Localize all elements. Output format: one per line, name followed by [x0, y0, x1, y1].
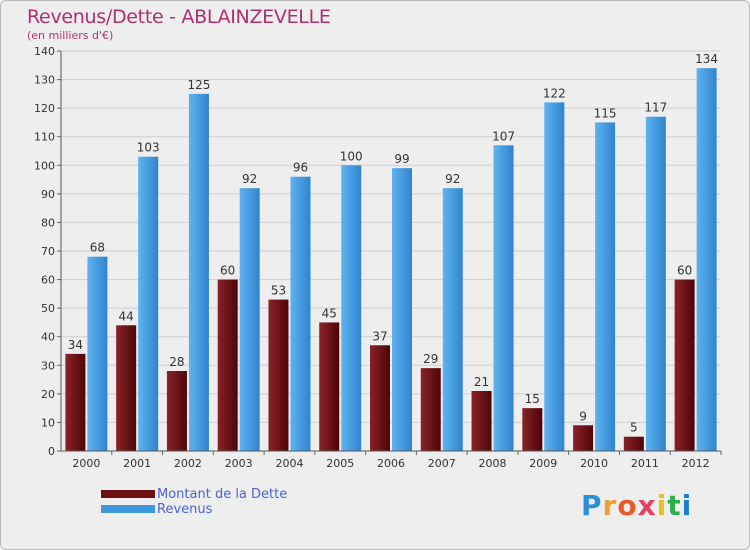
bar-revenus: [138, 156, 159, 451]
data-label: 15: [525, 392, 540, 406]
data-label: 44: [119, 309, 134, 323]
bar-revenus: [392, 168, 412, 451]
x-tick-label: 2011: [631, 457, 659, 470]
x-tick-label: 2001: [123, 457, 151, 470]
bar-revenus: [595, 122, 616, 451]
bar-dette: [573, 425, 594, 451]
bar-revenus: [696, 68, 717, 452]
y-tick-label: 0: [48, 445, 55, 458]
data-label: 45: [322, 306, 337, 320]
logo-letter: i: [681, 489, 693, 522]
bar-dette: [420, 368, 441, 451]
data-label: 34: [68, 338, 83, 352]
x-tick-label: 2007: [428, 457, 456, 470]
data-label: 28: [169, 355, 184, 369]
x-tick-label: 2000: [72, 457, 100, 470]
data-label: 53: [271, 284, 286, 298]
data-label: 122: [543, 86, 566, 100]
bar-revenus: [544, 102, 565, 451]
data-label: 9: [579, 409, 587, 423]
y-tick-label: 90: [41, 188, 55, 201]
x-tick-label: 2002: [174, 457, 202, 470]
data-label: 125: [187, 78, 210, 92]
bar-revenus: [87, 256, 108, 451]
y-tick-label: 140: [34, 45, 55, 58]
y-tick-label: 40: [41, 331, 55, 344]
y-tick-label: 110: [34, 131, 55, 144]
legend-swatch-revenus: [101, 505, 155, 513]
data-label: 107: [492, 129, 515, 143]
data-label: 21: [474, 375, 489, 389]
proxiti-logo: Proxiti: [581, 489, 692, 522]
x-tick-label: 2010: [580, 457, 608, 470]
data-label: 29: [423, 352, 438, 366]
x-tick-label: 2003: [225, 457, 253, 470]
data-label: 60: [677, 264, 692, 278]
legend-item-revenus: Revenus: [101, 501, 213, 517]
x-tick-label: 2008: [479, 457, 507, 470]
legend-label-debt: Montant de la Dette: [157, 486, 288, 502]
bar-dette: [522, 408, 543, 451]
data-label: 68: [90, 241, 105, 255]
legend-swatch-debt: [101, 490, 155, 498]
y-tick-label: 30: [41, 359, 55, 372]
x-tick-label: 2006: [377, 457, 405, 470]
logo-letter: x: [637, 489, 657, 522]
data-label: 92: [445, 172, 460, 186]
bar-revenus: [442, 188, 463, 451]
bar-dette: [471, 391, 492, 451]
bar-dette: [319, 322, 340, 451]
logo-letter: r: [602, 489, 618, 522]
data-label: 117: [644, 101, 667, 115]
data-label: 37: [372, 329, 387, 343]
bar-revenus: [493, 145, 514, 452]
data-label: 134: [695, 52, 718, 66]
legend-item-debt: Montant de la Dette: [101, 486, 288, 502]
data-label: 96: [293, 161, 308, 175]
logo-letter: t: [667, 489, 682, 522]
bar-dette: [268, 299, 289, 451]
bar-revenus: [290, 176, 311, 451]
y-tick-label: 20: [41, 388, 55, 401]
logo-letter: i: [656, 489, 668, 522]
y-tick-label: 70: [41, 245, 55, 258]
bar-dette: [166, 371, 187, 451]
bar-dette: [116, 325, 137, 451]
data-label: 103: [137, 141, 160, 155]
x-tick-label: 2004: [275, 457, 303, 470]
x-tick-label: 2005: [326, 457, 354, 470]
legend-label-revenus: Revenus: [157, 501, 213, 517]
data-label: 92: [242, 172, 257, 186]
y-tick-label: 80: [41, 216, 55, 229]
bar-dette: [674, 279, 695, 451]
bar-dette: [370, 345, 390, 451]
bar-revenus: [341, 165, 362, 452]
bar-dette: [65, 353, 86, 451]
data-label: 99: [394, 152, 409, 166]
y-tick-label: 50: [41, 302, 55, 315]
y-tick-label: 10: [41, 416, 55, 429]
data-label: 60: [220, 264, 235, 278]
chart-subtitle: (en milliers d'€): [27, 29, 114, 42]
logo-letter: o: [617, 489, 638, 522]
bar-revenus: [188, 93, 209, 451]
bar-dette: [217, 279, 238, 451]
bar-revenus: [645, 116, 666, 451]
bar-dette: [623, 436, 644, 451]
bar-revenus: [239, 188, 260, 451]
data-label: 5: [630, 421, 638, 435]
x-tick-label: 2009: [529, 457, 557, 470]
logo-letter: P: [581, 489, 603, 522]
y-tick-label: 60: [41, 274, 55, 287]
x-tick-label: 2012: [682, 457, 710, 470]
data-label: 100: [340, 149, 363, 163]
y-tick-label: 100: [34, 159, 55, 172]
data-label: 115: [594, 106, 617, 120]
y-tick-label: 130: [34, 74, 55, 87]
chart-title: Revenus/Dette - ABLAINZEVELLE: [27, 6, 331, 28]
y-tick-label: 120: [34, 102, 55, 115]
